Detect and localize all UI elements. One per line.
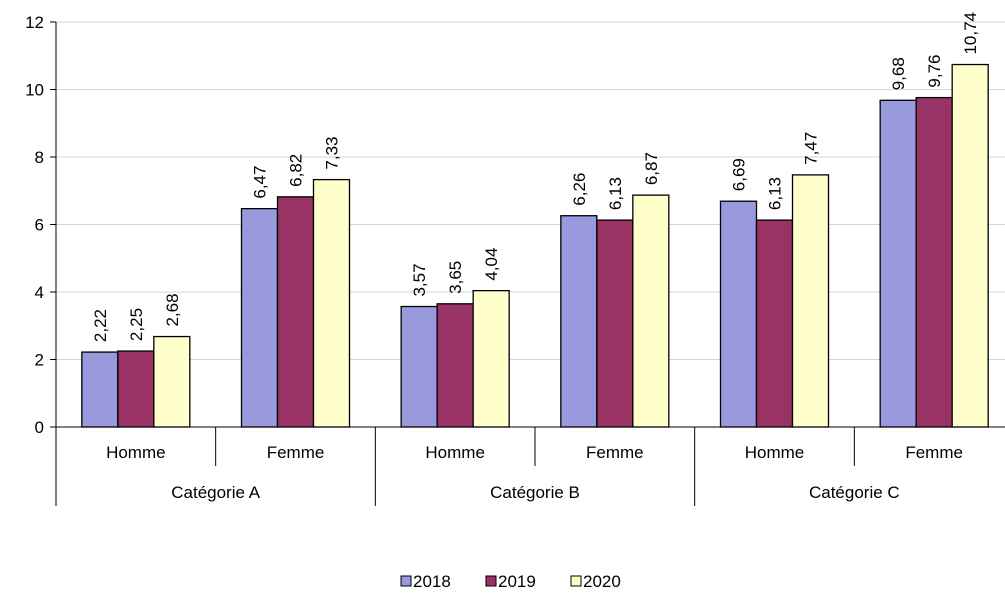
data-label: 7,47: [802, 132, 821, 165]
legend: 2018 2019 2020: [400, 572, 621, 591]
data-label: 7,33: [323, 137, 342, 170]
legend-swatch-2020: [570, 575, 582, 587]
data-label: 2,22: [91, 309, 110, 342]
bar-2019: [276, 196, 315, 428]
y-tick-label: 2: [35, 351, 44, 370]
y-tick-label: 4: [35, 283, 44, 302]
data-label: 6,13: [766, 177, 785, 210]
legend-swatch-2019: [485, 575, 497, 587]
bar-2019: [436, 303, 474, 428]
bar-2020: [791, 174, 830, 428]
data-label: 6,26: [570, 173, 589, 206]
bar-2020: [632, 194, 670, 428]
y-tick-label: 0: [35, 418, 44, 437]
y-tick-label: 10: [25, 81, 44, 100]
data-label: 6,47: [251, 166, 270, 199]
data-label: 10,74: [961, 12, 980, 55]
data-label: 2,25: [127, 308, 146, 341]
x-tick-label: Homme: [745, 443, 805, 462]
data-labels: 2,22 6,47 3,57 6,26 6,69 9,68 2,25 6,82 3,65 6,13…: [91, 12, 980, 342]
y-tick-label: 6: [35, 216, 44, 235]
legend-label: 2020: [583, 572, 621, 591]
data-label: 4,04: [482, 248, 501, 281]
bar-2018: [560, 215, 598, 428]
bar-2019: [755, 219, 794, 428]
data-label: 6,87: [642, 152, 661, 185]
x-tick-label: Femme: [905, 443, 963, 462]
data-label: 6,82: [287, 154, 306, 187]
group-label: Catégorie C: [809, 483, 900, 502]
bar-2018: [400, 305, 438, 428]
bar-2019: [117, 350, 155, 428]
legend-swatch-2018: [400, 575, 412, 587]
bar-2020: [312, 178, 351, 428]
x-tick-label: Homme: [425, 443, 485, 462]
bar-2019: [596, 219, 634, 428]
y-tick-label: 8: [35, 148, 44, 167]
data-label: 3,57: [410, 263, 429, 296]
legend-label: 2018: [413, 572, 451, 591]
bar-2020: [951, 63, 989, 428]
bar-2018: [240, 207, 279, 428]
bars: [81, 63, 989, 428]
data-label: 9,68: [889, 57, 908, 90]
bar-2019: [915, 96, 953, 428]
data-label: 3,65: [446, 261, 465, 294]
bar-2020: [153, 335, 191, 428]
bar-2018: [879, 99, 917, 428]
data-label: 6,13: [606, 177, 625, 210]
group-label: Catégorie A: [171, 483, 260, 502]
bar-2018: [81, 351, 119, 428]
data-label: 9,76: [925, 55, 944, 88]
x-tick-label: Femme: [267, 443, 325, 462]
group-label: Catégorie B: [490, 483, 580, 502]
axes: 0 2 4 6 8 10 12 Homme Femme Homme Femme Homme Femme C…: [25, 13, 1005, 506]
data-label: 6,69: [730, 158, 749, 191]
legend-label: 2019: [498, 572, 536, 591]
bar-2018: [719, 200, 758, 428]
gridlines: [56, 21, 1005, 360]
x-tick-label: Homme: [106, 443, 166, 462]
data-label: 2,68: [163, 293, 182, 326]
x-tick-label: Femme: [586, 443, 644, 462]
bar-2020: [472, 289, 510, 428]
y-tick-label: 12: [25, 13, 44, 32]
